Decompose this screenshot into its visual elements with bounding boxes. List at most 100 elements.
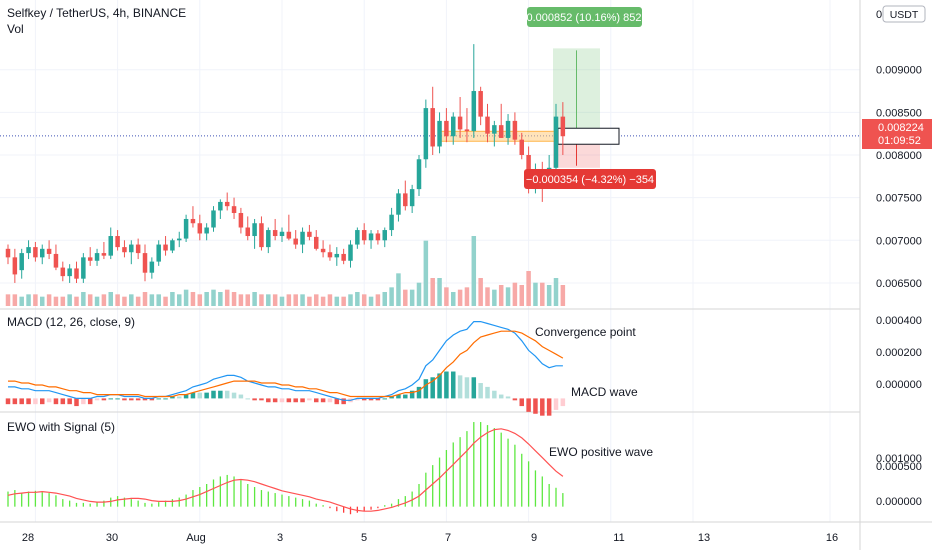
macd-hist-bar (60, 398, 66, 405)
candle (553, 103, 559, 173)
time-tick-4: 5 (361, 532, 367, 544)
macd-hist-bar (67, 398, 72, 405)
volume-bar (190, 292, 196, 306)
candle-body (423, 108, 429, 160)
candle (293, 230, 298, 249)
macd-hist-bar (464, 377, 470, 399)
volume-bar (183, 289, 189, 306)
volume-bar (451, 292, 456, 306)
candle (464, 108, 470, 143)
ewo-tick-0: 0.001000 (876, 453, 922, 465)
volume-bar (211, 289, 216, 306)
candle-body (464, 129, 470, 132)
time-axis-ticks: 28 30 Aug 3 5 7 9 11 13 16 (22, 532, 838, 544)
candle (471, 44, 477, 138)
volume-bar (33, 294, 38, 306)
currency-button[interactable] (882, 5, 926, 23)
macd-hist-bar (382, 398, 387, 400)
macd-hist-bar (327, 398, 333, 403)
candle (115, 230, 120, 251)
macd-hist-bar (129, 398, 134, 401)
volume-bar (53, 296, 59, 306)
candle (142, 244, 148, 282)
symbol-title: Selfkey / TetherUS, 4h, BINANCE (7, 6, 186, 20)
candle-body (231, 206, 237, 213)
volume-bar (307, 296, 312, 306)
volume-bar (355, 292, 360, 306)
candle-body (512, 120, 518, 140)
candle (101, 242, 107, 260)
volume-bar (553, 278, 559, 306)
volume-bar (382, 292, 387, 306)
macd-hist-bar (19, 398, 24, 405)
candle-body (560, 116, 566, 137)
candle (478, 86, 483, 126)
macd-hist-bar (478, 383, 483, 399)
stop-label: −0.000354 (−4.32%) −354 (526, 174, 654, 186)
candle-body (519, 139, 524, 155)
volume-bar (46, 294, 52, 306)
macd-histogram (5, 371, 566, 416)
candle (314, 230, 319, 251)
candle-body (437, 120, 442, 147)
current-price-countdown: 01:09:52 (878, 135, 921, 147)
ewo-title: EWO with Signal (5) (7, 420, 115, 434)
macd-hist-bar (74, 398, 79, 407)
macd-hist-bar (416, 386, 422, 399)
candle (129, 240, 134, 265)
price-axis-ticks: 0.009000 0.008500 0.008000 0.007500 0.007000… (876, 65, 922, 290)
candle-body (375, 233, 381, 241)
macd-hist-bar (457, 375, 463, 399)
macd-hist-bar (307, 398, 312, 401)
candle-body (122, 247, 127, 253)
candle-body (170, 240, 175, 251)
candle (560, 102, 566, 155)
macd-hist-bar (135, 398, 141, 401)
position-tool[interactable] (439, 48, 620, 168)
macd-hist-bar (546, 398, 552, 416)
candle-body (382, 230, 387, 241)
volume-bar (197, 294, 203, 306)
time-tick-5: 7 (445, 532, 451, 544)
macd-hist-bar (224, 390, 230, 399)
candle-body (485, 116, 490, 134)
volume-bar (224, 289, 230, 306)
macd-hist-bar (204, 392, 209, 399)
candle-body (19, 253, 24, 271)
macd-hist-bar (101, 398, 107, 401)
candle-body (451, 116, 456, 137)
macd-hist-bar (252, 398, 257, 401)
macd-hist-bar (238, 394, 244, 399)
candle (81, 253, 86, 283)
macd-hist-bar (320, 398, 326, 403)
candle-body (327, 252, 333, 258)
candle (451, 112, 456, 145)
macd-title: MACD (12, 26, close, 9) (7, 315, 135, 329)
macd-hist-bar (156, 398, 161, 400)
candle-body (129, 244, 134, 253)
candle (218, 199, 223, 219)
current-price-value: 0.008224 (878, 122, 924, 134)
macd-hist-bar (231, 392, 237, 399)
volume-bar (259, 294, 264, 306)
macd-hist-bar (437, 373, 442, 399)
candle (444, 108, 449, 143)
volume-bar (74, 296, 79, 306)
candle-body (266, 230, 271, 248)
candle-body (307, 231, 312, 237)
macd-hist-bar (553, 398, 559, 410)
candle-body (177, 238, 182, 241)
candle-body (368, 233, 374, 241)
macd-hist-bar (149, 398, 155, 401)
candle (183, 214, 189, 242)
candle (423, 99, 429, 168)
position-handle[interactable] (557, 127, 620, 145)
macd-hist-bar (163, 398, 168, 400)
candle (368, 230, 374, 249)
volume-bar (512, 282, 518, 306)
macd-hist-bar (142, 398, 148, 401)
volume-bar (519, 285, 524, 306)
candle-body (135, 244, 141, 254)
candle (430, 86, 435, 155)
